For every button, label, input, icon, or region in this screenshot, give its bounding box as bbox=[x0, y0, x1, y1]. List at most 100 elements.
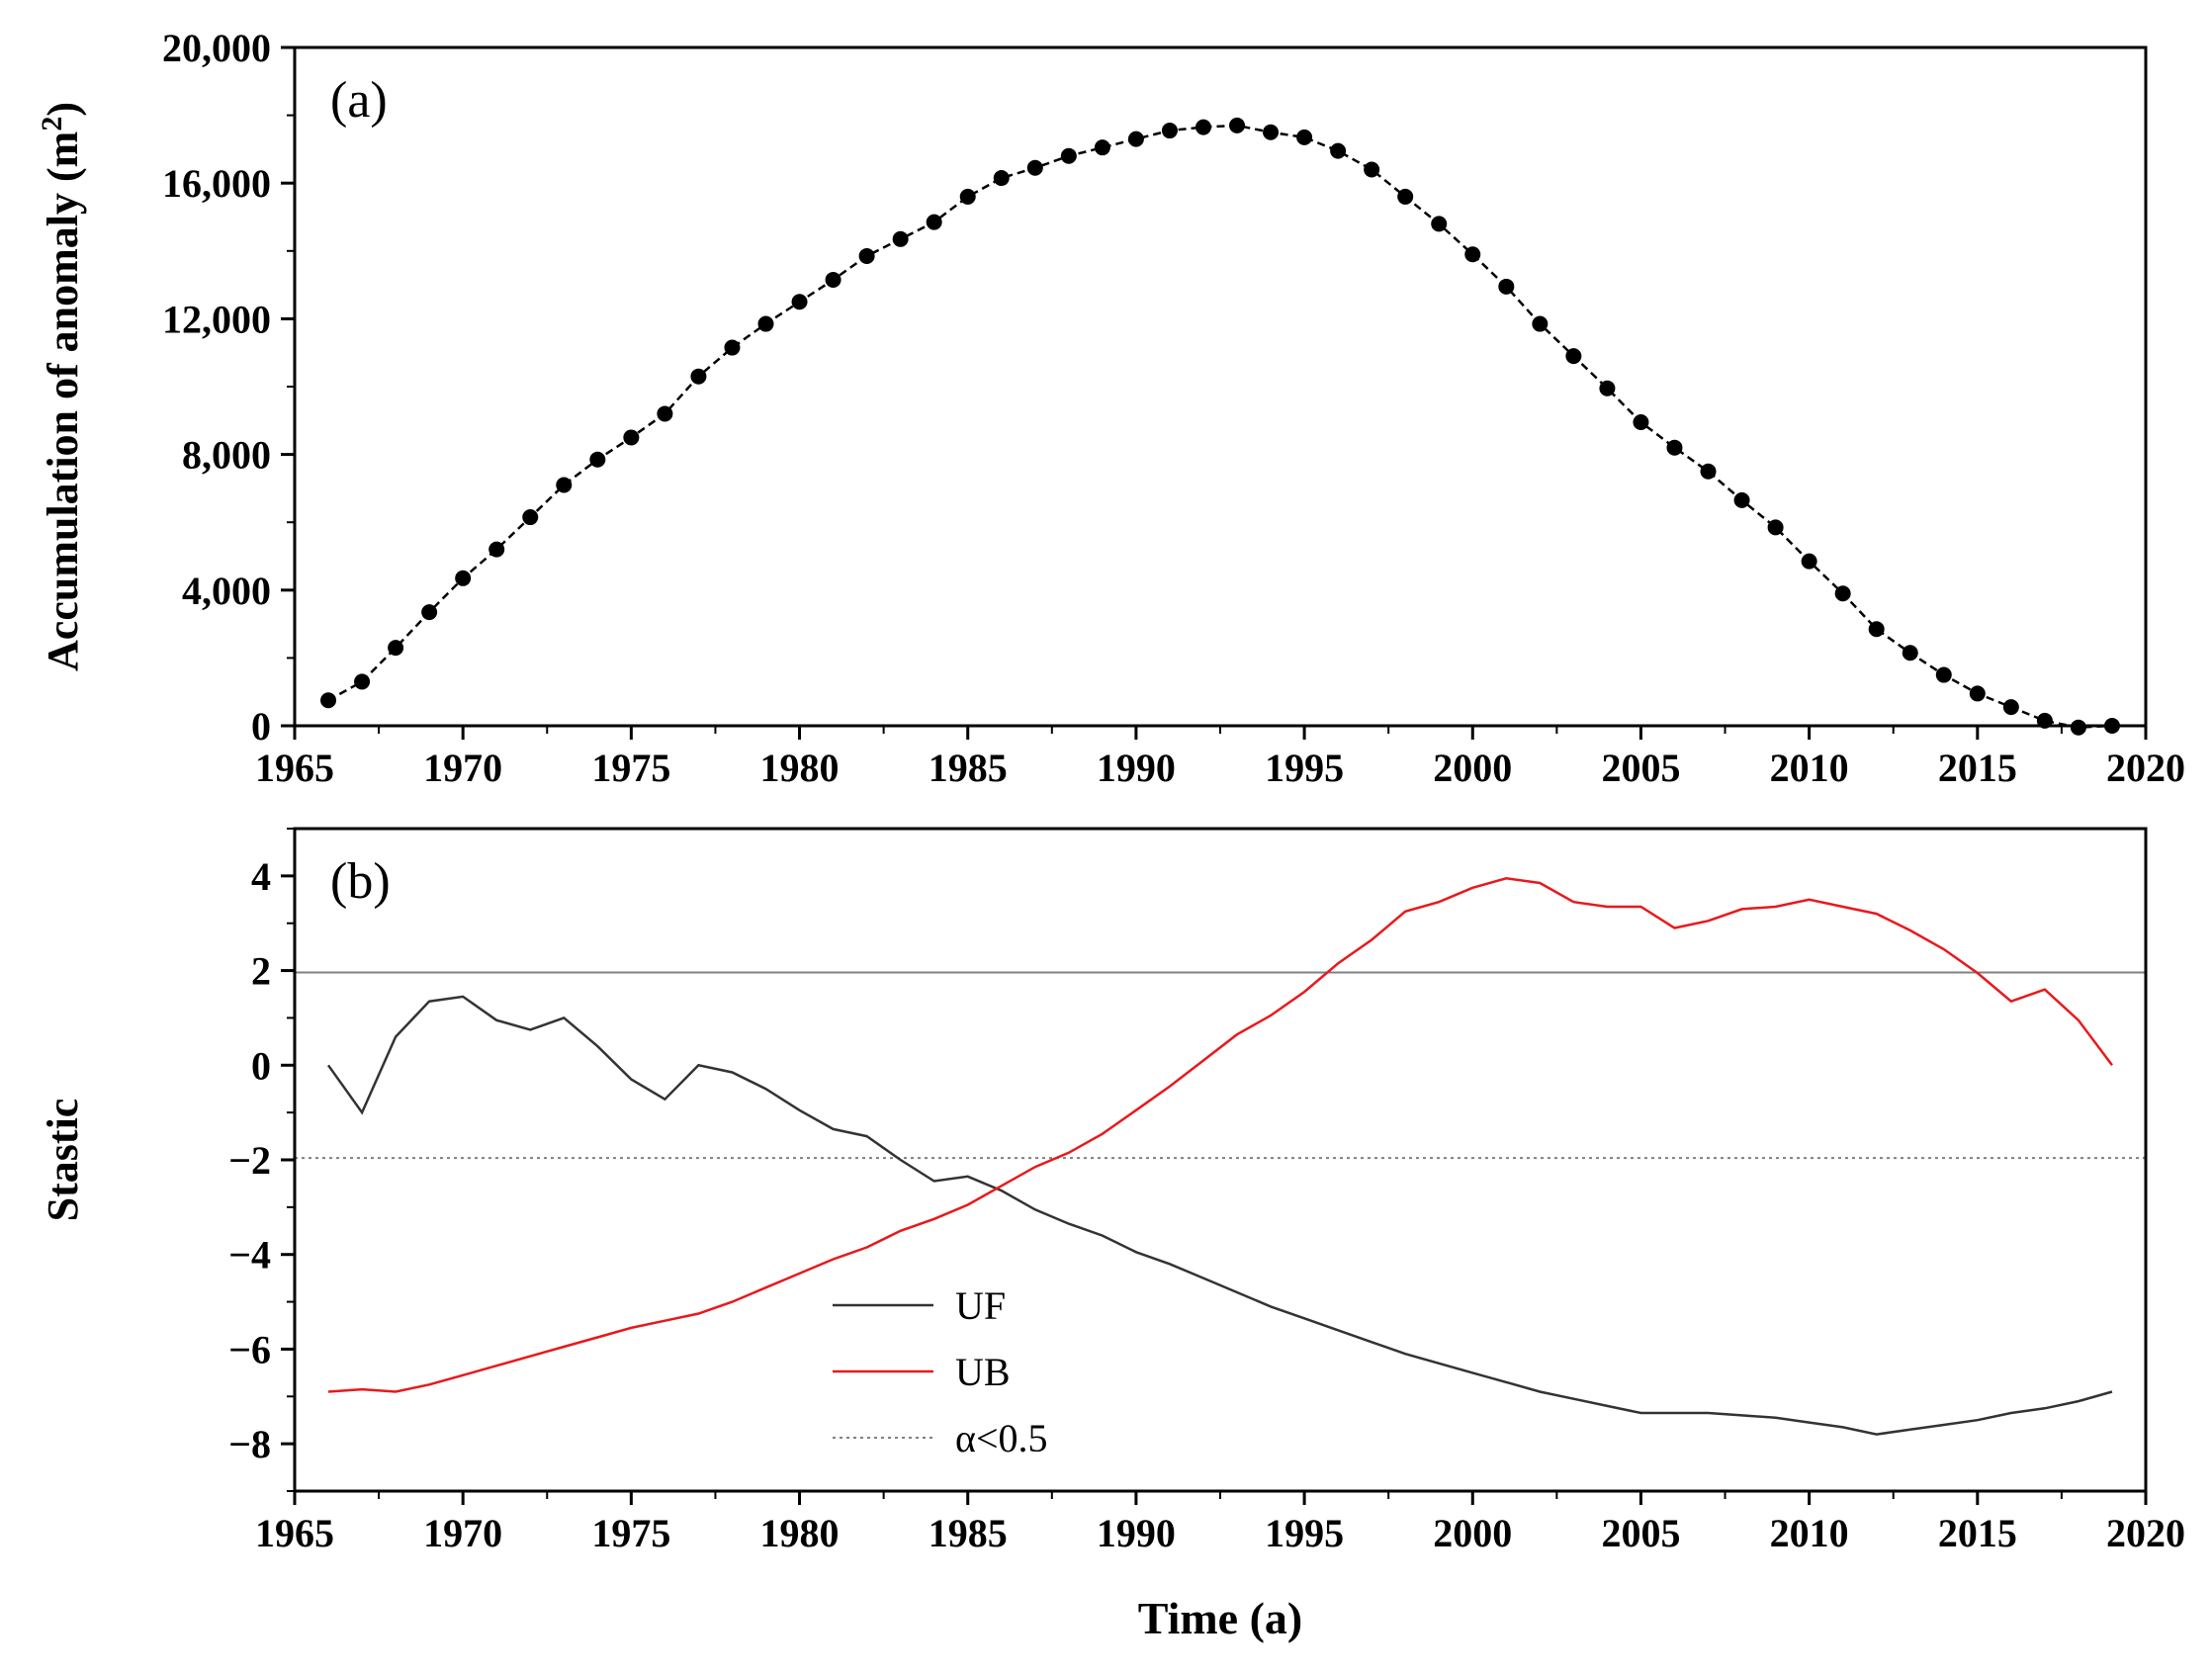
panel-a-y-tick-label: 4,000 bbox=[182, 569, 271, 613]
accumulation-point bbox=[1969, 685, 1986, 702]
accumulation-point bbox=[892, 230, 909, 247]
accumulation-point bbox=[589, 451, 606, 468]
panel-a-x-tick-label: 1980 bbox=[760, 746, 840, 790]
panel-a-x-tick-label: 1970 bbox=[423, 746, 502, 790]
accumulation-point bbox=[1700, 463, 1717, 480]
accumulation-point bbox=[1161, 123, 1178, 139]
accumulation-point bbox=[1094, 139, 1110, 156]
accumulation-point bbox=[1431, 216, 1448, 232]
accumulation-point bbox=[1599, 380, 1616, 397]
accumulation-point bbox=[1935, 666, 1952, 683]
panel-a-x-tick-label: 2020 bbox=[2106, 746, 2185, 790]
uf-line bbox=[326, 995, 2113, 1436]
accumulation-point bbox=[1364, 161, 1380, 178]
accumulation-point bbox=[1498, 278, 1515, 295]
accumulation-point bbox=[926, 214, 942, 230]
panel-b-y-axis-label: Stastic bbox=[39, 1099, 87, 1222]
panel-a-x-tick-label: 1975 bbox=[591, 746, 670, 790]
accumulation-point bbox=[1263, 124, 1280, 140]
panel-b-x-tick-label: 1995 bbox=[1265, 1511, 1344, 1555]
accumulation-point bbox=[1127, 131, 1144, 147]
panel-a: 1965 1970 1975 1980 1985 1990 1995 2000 2005 2010… bbox=[36, 26, 2185, 790]
accumulation-point bbox=[1801, 553, 1817, 570]
panel-a-x-tick-label: 2005 bbox=[1601, 746, 1680, 790]
legend-label: UF bbox=[955, 1283, 1006, 1328]
accumulation-point bbox=[825, 271, 841, 288]
panel-b-x-tick-label: 1970 bbox=[423, 1511, 502, 1555]
panel-a-x-tick-label: 2010 bbox=[1770, 746, 1849, 790]
panel-b-y-tick-label: 0 bbox=[251, 1043, 271, 1088]
panel-a-x-tick-label: 2015 bbox=[1938, 746, 2017, 790]
panel-b-series bbox=[326, 877, 2114, 1436]
accumulation-point bbox=[623, 429, 640, 446]
accumulation-point bbox=[1464, 246, 1481, 263]
panel-a-y-tick-label: 8,000 bbox=[182, 433, 271, 478]
accumulation-point bbox=[1532, 315, 1548, 332]
accumulation-point bbox=[1229, 117, 1246, 133]
accumulation-point bbox=[421, 604, 438, 621]
panel-a-y-tick-label: 16,000 bbox=[162, 161, 271, 206]
accumulation-point bbox=[388, 640, 404, 657]
accumulation-point bbox=[993, 170, 1010, 187]
accumulation-point bbox=[657, 405, 673, 422]
accumulation-point bbox=[959, 188, 976, 205]
panel-b-x-tick-label: 2005 bbox=[1601, 1511, 1680, 1555]
panel-b-x-tick-label: 1980 bbox=[760, 1511, 840, 1555]
panel-a-y-tick-label: 0 bbox=[251, 704, 271, 749]
accumulation-line bbox=[327, 124, 2113, 729]
panel-a-y-axis-label: Accumulation of anomaly (m2) bbox=[36, 102, 87, 671]
accumulation-point bbox=[1194, 119, 1211, 135]
panel-b-x-tick-label: 1985 bbox=[929, 1511, 1008, 1555]
accumulation-point bbox=[354, 673, 371, 690]
panel-a-x-tick-label: 1985 bbox=[929, 746, 1008, 790]
panel-b-y-tick-label: −6 bbox=[228, 1327, 271, 1371]
accumulation-point bbox=[1666, 439, 1683, 456]
accumulation-point bbox=[1733, 491, 1750, 508]
panel-b-x-tick-label: 1975 bbox=[591, 1511, 670, 1555]
ub-line bbox=[327, 877, 2114, 1393]
accumulation-point bbox=[724, 339, 741, 356]
panel-a-x-tick-label: 1990 bbox=[1097, 746, 1176, 790]
accumulation-point bbox=[1397, 188, 1414, 205]
panel-a-x-tick-label: 1965 bbox=[255, 746, 334, 790]
accumulation-point bbox=[522, 509, 539, 526]
panel-a-series bbox=[320, 117, 2120, 736]
accumulation-point bbox=[1767, 519, 1784, 536]
panel-b-x-tick-label: 2000 bbox=[1433, 1511, 1512, 1555]
panel-b-x-tick-label: 2010 bbox=[1770, 1511, 1849, 1555]
panel-b-x-axis-label: Time (a) bbox=[1138, 1593, 1303, 1643]
panel-b-ticks: 1965 1970 1975 1980 1985 1990 1995 2000 2005 2010… bbox=[228, 828, 2185, 1555]
legend: UF UB α<0.5 bbox=[833, 1283, 1048, 1460]
accumulation-point bbox=[791, 294, 808, 310]
accumulation-point bbox=[2002, 699, 2019, 716]
accumulation-point bbox=[488, 541, 505, 558]
accumulation-point bbox=[1296, 129, 1313, 145]
panel-b-label: (b) bbox=[330, 853, 391, 910]
legend-label: α<0.5 bbox=[955, 1416, 1048, 1460]
panel-b-x-tick-label: 1965 bbox=[255, 1511, 334, 1555]
accumulation-point bbox=[1565, 348, 1582, 365]
accumulation-point bbox=[1868, 621, 1885, 638]
panel-b-y-tick-label: −2 bbox=[228, 1138, 271, 1183]
panel-a-x-tick-label: 2000 bbox=[1433, 746, 1512, 790]
panel-b-y-tick-label: −8 bbox=[228, 1422, 271, 1466]
accumulation-point bbox=[690, 368, 707, 385]
accumulation-point bbox=[757, 315, 774, 332]
panel-b-y-tick-label: 4 bbox=[251, 854, 271, 899]
panel-b-y-tick-label: −4 bbox=[228, 1233, 271, 1278]
panel-b-x-tick-label: 2020 bbox=[2106, 1511, 2185, 1555]
panel-b-reference-lines bbox=[295, 971, 2146, 1160]
panel-a-ticks: 1965 1970 1975 1980 1985 1990 1995 2000 2005 2010… bbox=[162, 26, 2185, 790]
accumulation-point bbox=[1330, 142, 1347, 159]
accumulation-point bbox=[1060, 147, 1077, 164]
panel-b: 1965 1970 1975 1980 1985 1990 1995 2000 2005 2010… bbox=[39, 827, 2185, 1643]
panel-b-x-tick-label: 1990 bbox=[1097, 1511, 1176, 1555]
accumulation-point bbox=[858, 247, 875, 264]
panel-b-x-tick-label: 2015 bbox=[1938, 1511, 2017, 1555]
accumulation-point bbox=[320, 692, 337, 709]
panel-a-x-tick-label: 1995 bbox=[1265, 746, 1344, 790]
panel-a-label: (a) bbox=[330, 72, 388, 129]
panel-a-y-tick-label: 12,000 bbox=[162, 297, 271, 341]
accumulation-point bbox=[1633, 414, 1649, 431]
